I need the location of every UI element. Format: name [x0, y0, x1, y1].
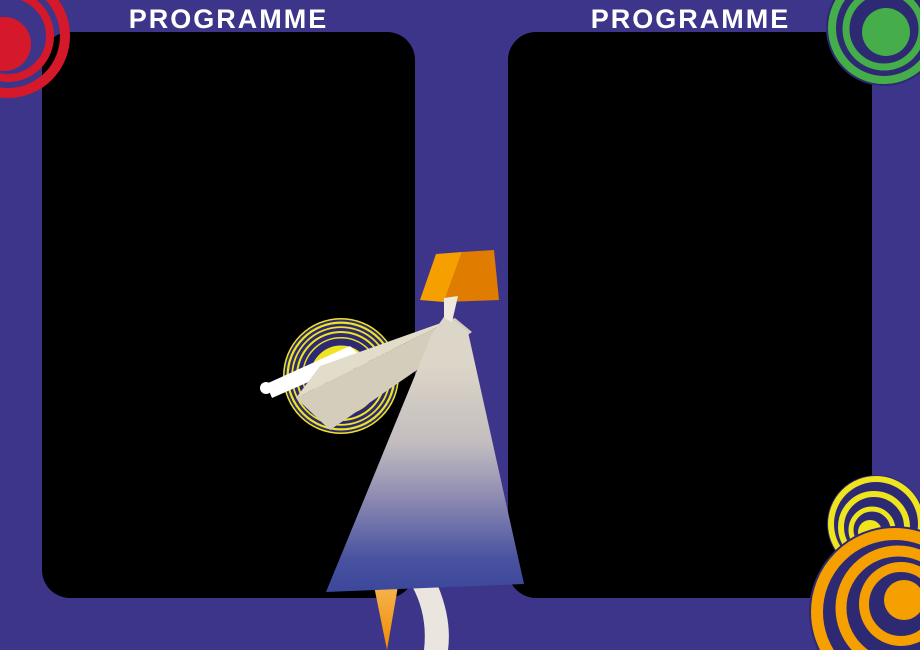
programme-panel-afternoon: [508, 32, 872, 598]
page-title-right: PROGRAMME: [590, 4, 791, 34]
neck: [444, 296, 458, 322]
programme-panel-morning: [42, 32, 415, 598]
leg-white: [412, 586, 449, 650]
page-title-left: PROGRAMME: [128, 4, 329, 34]
hat-icon: [420, 250, 499, 302]
